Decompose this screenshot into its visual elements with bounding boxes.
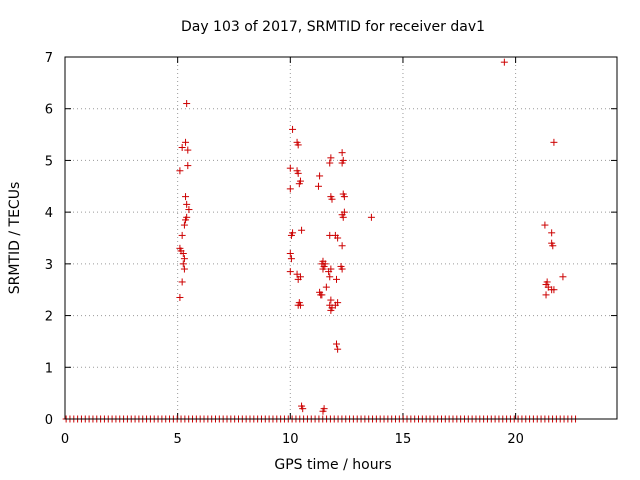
data-point [542, 291, 550, 299]
data-point [299, 405, 307, 413]
data-point [318, 291, 326, 299]
data-point [294, 301, 302, 309]
data-point [319, 407, 327, 415]
axis-ticks: 0 5 10 15 20 0 1 2 3 4 5 6 7 [45, 51, 617, 447]
y-tick-label: 0 [45, 413, 53, 428]
data-point [541, 221, 549, 229]
plot-frame [64, 56, 618, 420]
data-point [339, 213, 347, 221]
data-point [289, 125, 297, 133]
y-tick-label: 5 [45, 154, 53, 169]
y-tick-label: 6 [45, 103, 53, 118]
data-point [178, 278, 186, 286]
y-axis-label: SRMTID / TECUs [7, 182, 23, 295]
data-point [327, 154, 335, 162]
data-point [179, 260, 187, 268]
data-point [286, 250, 294, 258]
y-tick-label: 2 [45, 310, 53, 325]
x-tick-label: 5 [174, 432, 182, 447]
data-point [286, 185, 294, 193]
data-point [184, 146, 192, 154]
y-tick-label: 3 [45, 258, 53, 273]
data-point [185, 206, 193, 214]
data-point [182, 193, 190, 201]
data-point [286, 164, 294, 172]
data-point [298, 226, 306, 234]
data-point [549, 242, 557, 250]
data-point [287, 255, 295, 263]
y-tick-label: 1 [45, 361, 53, 376]
data-point [294, 141, 302, 149]
data-point [338, 242, 346, 250]
data-point [338, 159, 346, 167]
data-point [328, 195, 336, 203]
data-point [184, 162, 192, 170]
data-point [325, 268, 333, 276]
data-point [326, 273, 334, 281]
data-point [180, 221, 188, 229]
x-tick-label: 0 [61, 432, 69, 447]
data-point [182, 138, 190, 146]
x-tick-label: 20 [507, 432, 524, 447]
data-point [334, 234, 342, 242]
chart-title: Day 103 of 2017, SRMTID for receiver dav… [181, 19, 485, 35]
x-tick-label: 10 [282, 432, 299, 447]
x-tick-label: 15 [395, 432, 412, 447]
data-point [180, 265, 188, 273]
data-point [182, 216, 190, 224]
data-point [316, 172, 324, 180]
data-point [178, 144, 186, 151]
data-point [340, 208, 348, 216]
y-tick-label: 7 [45, 51, 53, 66]
data-point [550, 138, 558, 146]
data-point [180, 255, 188, 263]
data-point [321, 260, 329, 268]
data-point [332, 340, 340, 348]
data-point [338, 265, 346, 273]
data-point [322, 283, 330, 291]
data-point [178, 231, 186, 239]
data-point [176, 167, 184, 175]
data-point [327, 296, 335, 304]
data-point [548, 229, 556, 237]
data-point [314, 182, 322, 190]
data-point [183, 200, 191, 208]
data-point [326, 159, 334, 167]
data-point [327, 306, 335, 314]
data-point [559, 273, 567, 281]
y-tick-label: 4 [45, 206, 53, 221]
data-point [500, 58, 508, 66]
data-point [286, 268, 294, 276]
data-point [183, 100, 191, 108]
x-axis-label: GPS time / hours [274, 457, 391, 473]
data-point [340, 193, 348, 201]
data-point [334, 345, 342, 353]
data-point [289, 229, 297, 237]
data-point [367, 213, 375, 221]
data-point [294, 275, 302, 283]
data-point [319, 265, 327, 273]
data-point [331, 301, 339, 309]
data-point [550, 286, 558, 294]
data-point [294, 169, 302, 177]
data-point [332, 275, 340, 283]
data-point [296, 177, 304, 185]
data-point [179, 250, 187, 258]
data-point [338, 149, 346, 157]
data-point [176, 293, 184, 301]
